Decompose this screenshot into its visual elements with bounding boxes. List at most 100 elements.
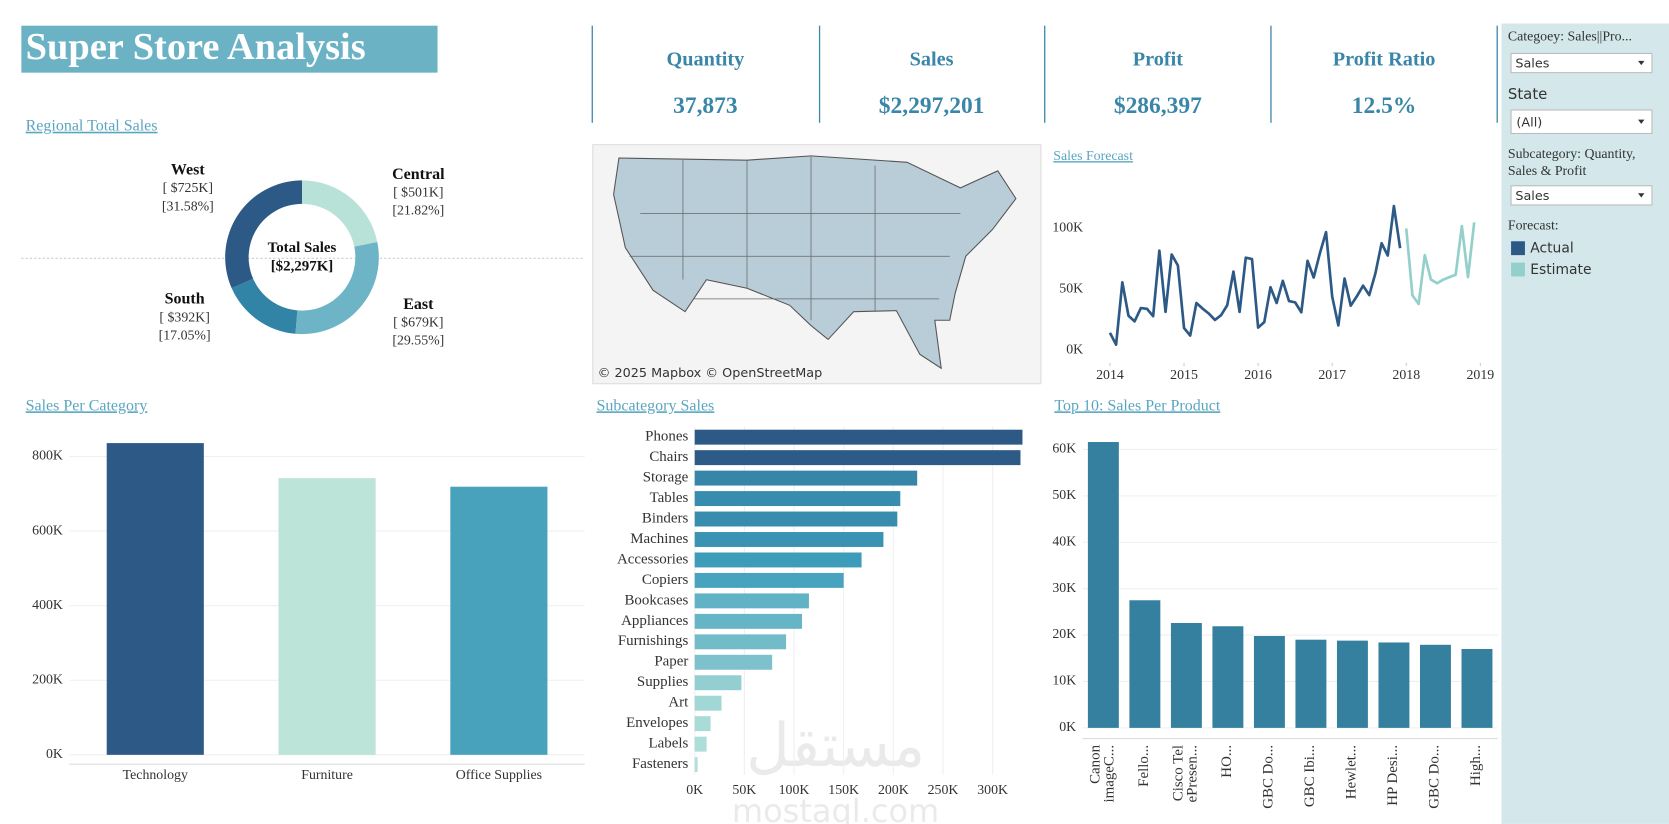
- category-label: Hewlet...: [1344, 745, 1360, 799]
- x-tick-label: 250K: [928, 783, 959, 798]
- category-label: Fasteners: [632, 756, 689, 772]
- category-label: HO...: [1219, 745, 1235, 778]
- y-tick-label: 20K: [1052, 627, 1076, 642]
- y-tick-label: 50K: [1052, 488, 1076, 503]
- dropdown-arrow: [1638, 193, 1645, 198]
- kpi-label: Profit: [1133, 49, 1184, 71]
- dropdown[interactable]: [1510, 185, 1653, 206]
- bar: [694, 552, 862, 568]
- region-share: [21.82%]: [392, 204, 444, 219]
- y-tick-label: 30K: [1052, 581, 1076, 596]
- bar: [694, 429, 1023, 445]
- bar: [1087, 442, 1119, 728]
- bar: [694, 511, 898, 527]
- x-tick-label: 2019: [1466, 368, 1494, 383]
- dropdown[interactable]: [1510, 52, 1653, 74]
- chart-title: Sales Per Category: [26, 397, 148, 414]
- category-label: Copiers: [642, 572, 689, 588]
- x-tick-label: 2014: [1096, 368, 1124, 383]
- bar: [694, 675, 742, 691]
- filter-panel: [1501, 23, 1669, 824]
- y-tick-label: 10K: [1052, 674, 1076, 689]
- bar: [694, 532, 884, 547]
- bar: [694, 572, 844, 588]
- bar: [694, 450, 1021, 466]
- bar: [694, 695, 722, 711]
- donut-slice: [301, 180, 378, 247]
- filter-label: Subcategory: Quantity, Sales & Profit: [1508, 147, 1636, 179]
- dropdown-value: Sales: [1515, 57, 1549, 72]
- line-series: [1108, 204, 1402, 346]
- dashboard-title: Super Store Analysis: [26, 26, 366, 68]
- region-sales: [ $392K]: [159, 310, 209, 325]
- kpi-value: $2,297,201: [879, 93, 985, 119]
- bar: [694, 757, 698, 773]
- dropdown[interactable]: [1510, 109, 1653, 135]
- region-name: South: [165, 291, 205, 308]
- region-name: East: [403, 296, 434, 313]
- bar: [106, 443, 204, 755]
- donut-slice: [225, 180, 302, 289]
- bar: [1170, 622, 1202, 728]
- bar: [450, 486, 548, 755]
- x-tick-label: 2018: [1392, 368, 1420, 383]
- watermark-url: mostaql.com: [732, 792, 939, 824]
- state-borders: [629, 156, 961, 321]
- category-label: Paper: [654, 654, 688, 670]
- bar: [1378, 642, 1410, 728]
- region-name: Central: [392, 166, 445, 183]
- y-tick-label: 600K: [32, 523, 63, 538]
- category-label: High...: [1468, 745, 1484, 786]
- donut-center-label: Total Sales: [268, 240, 337, 256]
- donut-slice: [231, 278, 298, 334]
- bar: [1336, 640, 1368, 728]
- filter-label: Forecast:: [1508, 219, 1559, 234]
- category-label: Appliances: [621, 613, 688, 629]
- category-label: Office Supplies: [456, 768, 542, 783]
- kpi-value: $286,397: [1114, 93, 1202, 119]
- category-label: CanonimageC...: [1088, 744, 1118, 802]
- category-label: Binders: [642, 510, 689, 526]
- bar: [278, 478, 376, 755]
- x-tick-label: 100K: [779, 783, 810, 798]
- dropdown-value: Sales: [1515, 189, 1549, 204]
- category-label: Bookcases: [624, 592, 688, 608]
- bar: [1461, 648, 1493, 728]
- dropdown-value: (All): [1516, 115, 1542, 130]
- category-label: Furniture: [301, 768, 353, 783]
- legend-swatch: [1511, 262, 1525, 277]
- bar: [694, 613, 802, 629]
- kpi-value: 12.5%: [1352, 93, 1417, 119]
- category-label: Technology: [123, 768, 188, 783]
- chart-title: Regional Total Sales: [26, 118, 158, 135]
- us-outline: [613, 155, 1017, 370]
- category-label: GBC Do...: [1427, 745, 1443, 809]
- map-attribution: © 2025 Mapbox © OpenStreetMap: [598, 366, 823, 381]
- category-label: Cisco TelePresen...: [1171, 745, 1201, 803]
- region-share: [29.55%]: [392, 334, 444, 349]
- y-tick-label: 0K: [46, 747, 63, 762]
- legend-label: Estimate: [1530, 262, 1591, 278]
- bar: [1419, 644, 1451, 728]
- y-tick-label: 60K: [1052, 442, 1076, 457]
- bar: [694, 593, 809, 609]
- category-label: GBC Do...: [1261, 745, 1277, 809]
- legend-swatch: [1511, 241, 1525, 256]
- title-banner: [21, 25, 438, 73]
- chart-title: Subcategory Sales: [597, 397, 715, 414]
- x-tick-label: 2017: [1318, 368, 1346, 383]
- region-name: West: [171, 161, 205, 178]
- x-tick-label: 300K: [977, 783, 1008, 798]
- donut-center-value: [$2,297K]: [271, 258, 334, 274]
- category-label: Furnishings: [618, 633, 689, 649]
- filter-label: Categoey: Sales||Pro...: [1508, 30, 1632, 45]
- chart-title: Sales Forecast: [1053, 149, 1133, 164]
- region-sales: [ $725K]: [163, 181, 213, 196]
- category-label: Phones: [645, 429, 688, 445]
- y-tick-label: 800K: [32, 449, 63, 464]
- kpi-label: Quantity: [667, 49, 745, 71]
- x-tick-label: 200K: [878, 783, 909, 798]
- dropdown-arrow: [1638, 119, 1645, 124]
- x-tick-label: 0K: [686, 783, 703, 798]
